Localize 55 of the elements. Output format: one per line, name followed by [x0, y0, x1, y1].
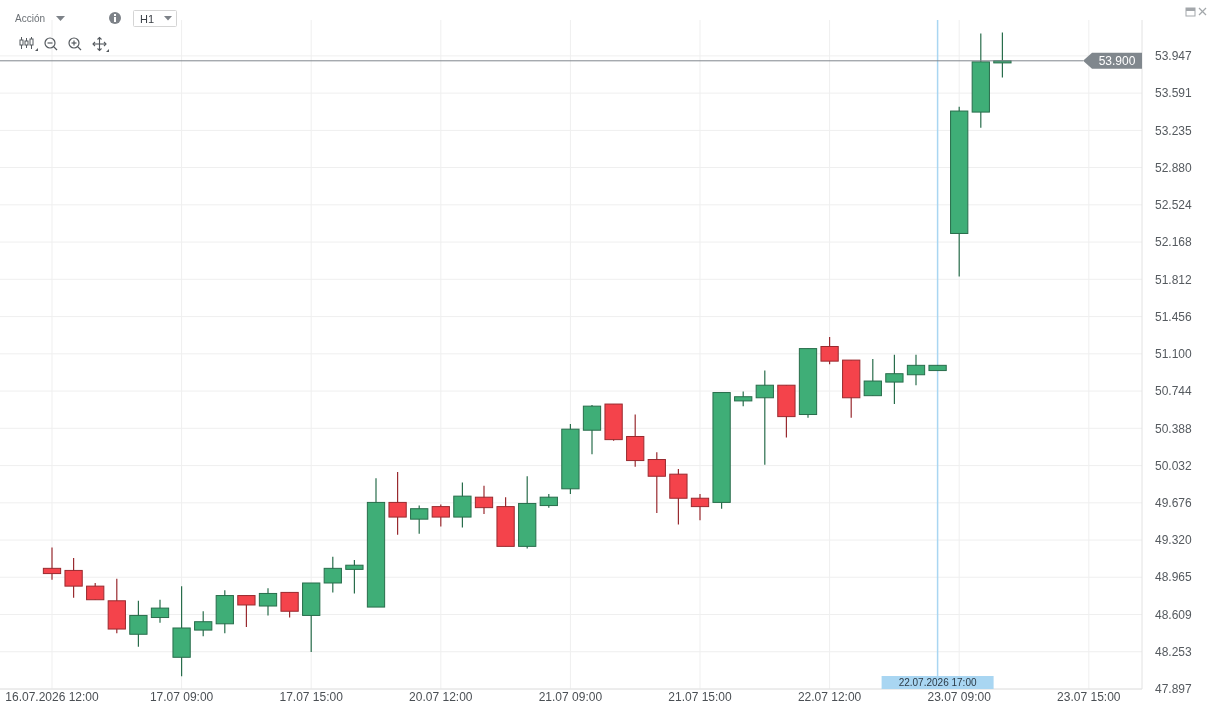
candlestick — [885, 354, 904, 405]
x-tick-label: 17.07 15:00 — [279, 690, 344, 704]
candlestick — [388, 471, 407, 536]
candlestick — [453, 481, 472, 529]
annotation: H1 — [140, 12, 155, 25]
candlestick — [906, 354, 926, 386]
y-tick-label: 51.812 — [1155, 272, 1193, 287]
y-tick-label: 49.320 — [1155, 533, 1193, 548]
y-tick-label: 50.032 — [1155, 458, 1193, 473]
y-tick-label: 51.100 — [1155, 347, 1193, 362]
y-tick-label: 53.235 — [1155, 123, 1193, 138]
y-tick-label: 48.965 — [1155, 570, 1193, 585]
candlestick — [150, 599, 170, 624]
ref-line-label: 53.900 — [1098, 54, 1136, 69]
candlestick — [194, 610, 213, 637]
x-tick-label: 22.07 12:00 — [797, 690, 862, 704]
y-tick-label: 49.676 — [1155, 496, 1193, 511]
annotation: 22.07.2026 17:00 — [898, 677, 977, 688]
y-tick-label: 48.253 — [1155, 644, 1193, 659]
candlestick — [690, 493, 710, 521]
candlestick — [258, 587, 278, 617]
y-tick-label: 52.880 — [1155, 160, 1193, 175]
candlestick — [280, 591, 299, 619]
candlestick — [129, 600, 148, 648]
candlestick — [410, 504, 429, 535]
x-tick-label: 21.07 09:00 — [538, 690, 603, 704]
candlestick — [323, 556, 342, 594]
candlestick — [993, 31, 1012, 79]
candlestick — [474, 485, 494, 515]
y-tick-label: 47.897 — [1155, 682, 1193, 697]
candlestick — [820, 336, 839, 365]
y-tick-label: 53.591 — [1155, 86, 1193, 101]
timeframe-dropdown: H1 — [133, 10, 177, 27]
y-tick-label: 52.524 — [1155, 198, 1193, 212]
candlestick — [237, 594, 256, 628]
candlestick — [431, 503, 450, 528]
y-tick-label: 50.388 — [1155, 421, 1193, 436]
candlestick — [647, 451, 666, 514]
candlestick — [863, 358, 882, 397]
candlestick — [64, 557, 83, 599]
y-tick-label: 50.744 — [1155, 384, 1193, 399]
y-tick-label: 48.609 — [1155, 607, 1193, 622]
candlestick — [755, 369, 774, 466]
chart-title: Acción — [15, 13, 46, 24]
x-tick-label: 20.07 12:00 — [409, 690, 473, 704]
x-tick-label: 21.07 15:00 — [668, 690, 733, 704]
x-tick-label: 16.07.2026 12:00 — [5, 690, 100, 704]
y-tick-label: 52.168 — [1155, 235, 1193, 250]
x-tick-label: 17.07 09:00 — [149, 690, 214, 704]
x-tick-label: 23.07 15:00 — [1057, 690, 1121, 704]
candlestick — [345, 559, 364, 595]
y-tick-label: 51.456 — [1155, 309, 1193, 324]
x-tick-label: 23.07 09:00 — [927, 690, 992, 704]
y-tick-label: 53.947 — [1155, 49, 1193, 64]
candlestick — [42, 546, 62, 581]
